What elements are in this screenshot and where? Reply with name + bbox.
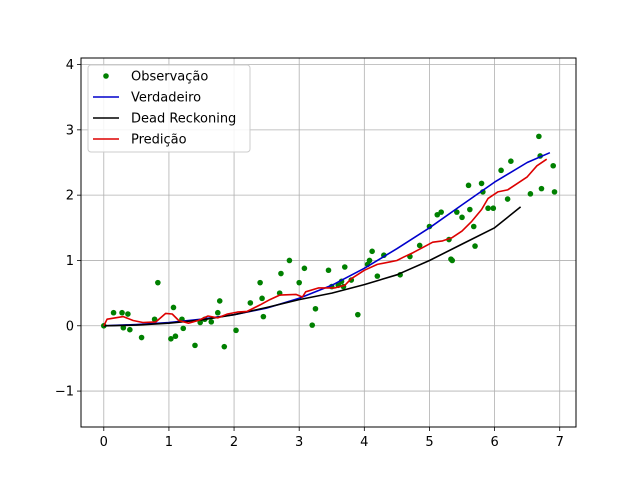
x-tick-label: 0 (100, 435, 108, 450)
observation-point (296, 279, 302, 286)
observation-point (257, 279, 263, 286)
observation-point (374, 273, 381, 279)
observation-point (470, 223, 477, 230)
observation-point (170, 304, 177, 311)
observation-point (119, 309, 125, 316)
y-tick-label: 2 (66, 189, 74, 204)
observation-point (286, 257, 293, 264)
legend-marker-observation (103, 73, 109, 79)
observation-point (465, 182, 472, 189)
y-tick-label: 1 (66, 254, 74, 269)
observation-point (527, 191, 534, 197)
observation-point (260, 313, 267, 320)
observation-point (467, 206, 473, 213)
observation-point (550, 162, 557, 169)
x-tick-label: 5 (425, 435, 433, 450)
observation-point (341, 264, 348, 270)
observation-point (278, 270, 284, 277)
observation-point (366, 257, 373, 264)
x-tick-label: 7 (556, 435, 564, 450)
legend: Observação Verdadeiro Dead Reckoning Prediç… (87, 64, 251, 153)
dead-reckoning-line (103, 206, 522, 327)
observation-point (216, 298, 223, 304)
observation-point (127, 326, 133, 333)
observation-point (110, 309, 117, 316)
observation-point (551, 189, 558, 195)
observation-point (508, 158, 514, 164)
observation-point (538, 185, 545, 192)
observation-point (247, 300, 254, 306)
series-layer (100, 133, 558, 350)
observation-point (172, 333, 179, 340)
observation-point (221, 343, 228, 350)
observation-point (459, 214, 465, 221)
observation-point (120, 324, 127, 331)
y-tick-label: 4 (66, 58, 74, 73)
observation-point (233, 327, 239, 334)
observation-point (355, 311, 361, 318)
observation-point (301, 265, 308, 272)
observation-point (138, 334, 145, 341)
axes: 0 1 2 3 4 5 6 7 −1 0 1 2 3 4 (55, 58, 564, 450)
observation-point (259, 295, 265, 302)
legend-label: Predição (131, 133, 187, 148)
observation-point (369, 248, 375, 255)
observation-point (454, 209, 460, 215)
y-tick-label: 3 (66, 123, 74, 138)
legend-label: Verdadeiro (131, 91, 201, 106)
observation-point (478, 180, 485, 187)
observation-point (449, 257, 456, 264)
observation-point (485, 205, 491, 212)
legend-label: Dead Reckoning (131, 112, 236, 127)
observation-point (192, 342, 198, 349)
observation-point (151, 316, 158, 323)
observation-point (416, 242, 423, 249)
y-tick-label: −1 (55, 385, 74, 400)
observation-point (180, 325, 187, 332)
observation-point (490, 205, 497, 212)
observation-point (168, 336, 174, 342)
observation-point (309, 322, 316, 328)
prediction-line (103, 158, 548, 327)
observation-point (155, 279, 161, 286)
observation-point (498, 167, 504, 174)
observation-point (504, 196, 511, 202)
observation-point (472, 243, 478, 249)
observation-point (325, 267, 332, 274)
legend-label: Observação (131, 70, 208, 85)
observation-point (208, 319, 215, 325)
x-tick-label: 1 (165, 435, 173, 450)
plot-frame (80, 57, 577, 428)
observation-point (214, 309, 221, 316)
x-tick-label: 4 (360, 435, 368, 450)
observation-point (438, 209, 444, 215)
observation-point (536, 133, 542, 140)
y-tick-label: 0 (66, 319, 74, 334)
x-tick-label: 3 (295, 435, 303, 450)
observation-point (125, 311, 131, 317)
observation-point (312, 305, 319, 312)
x-tick-label: 2 (230, 435, 238, 450)
legend-box (87, 64, 251, 153)
x-tick-label: 6 (490, 435, 498, 450)
